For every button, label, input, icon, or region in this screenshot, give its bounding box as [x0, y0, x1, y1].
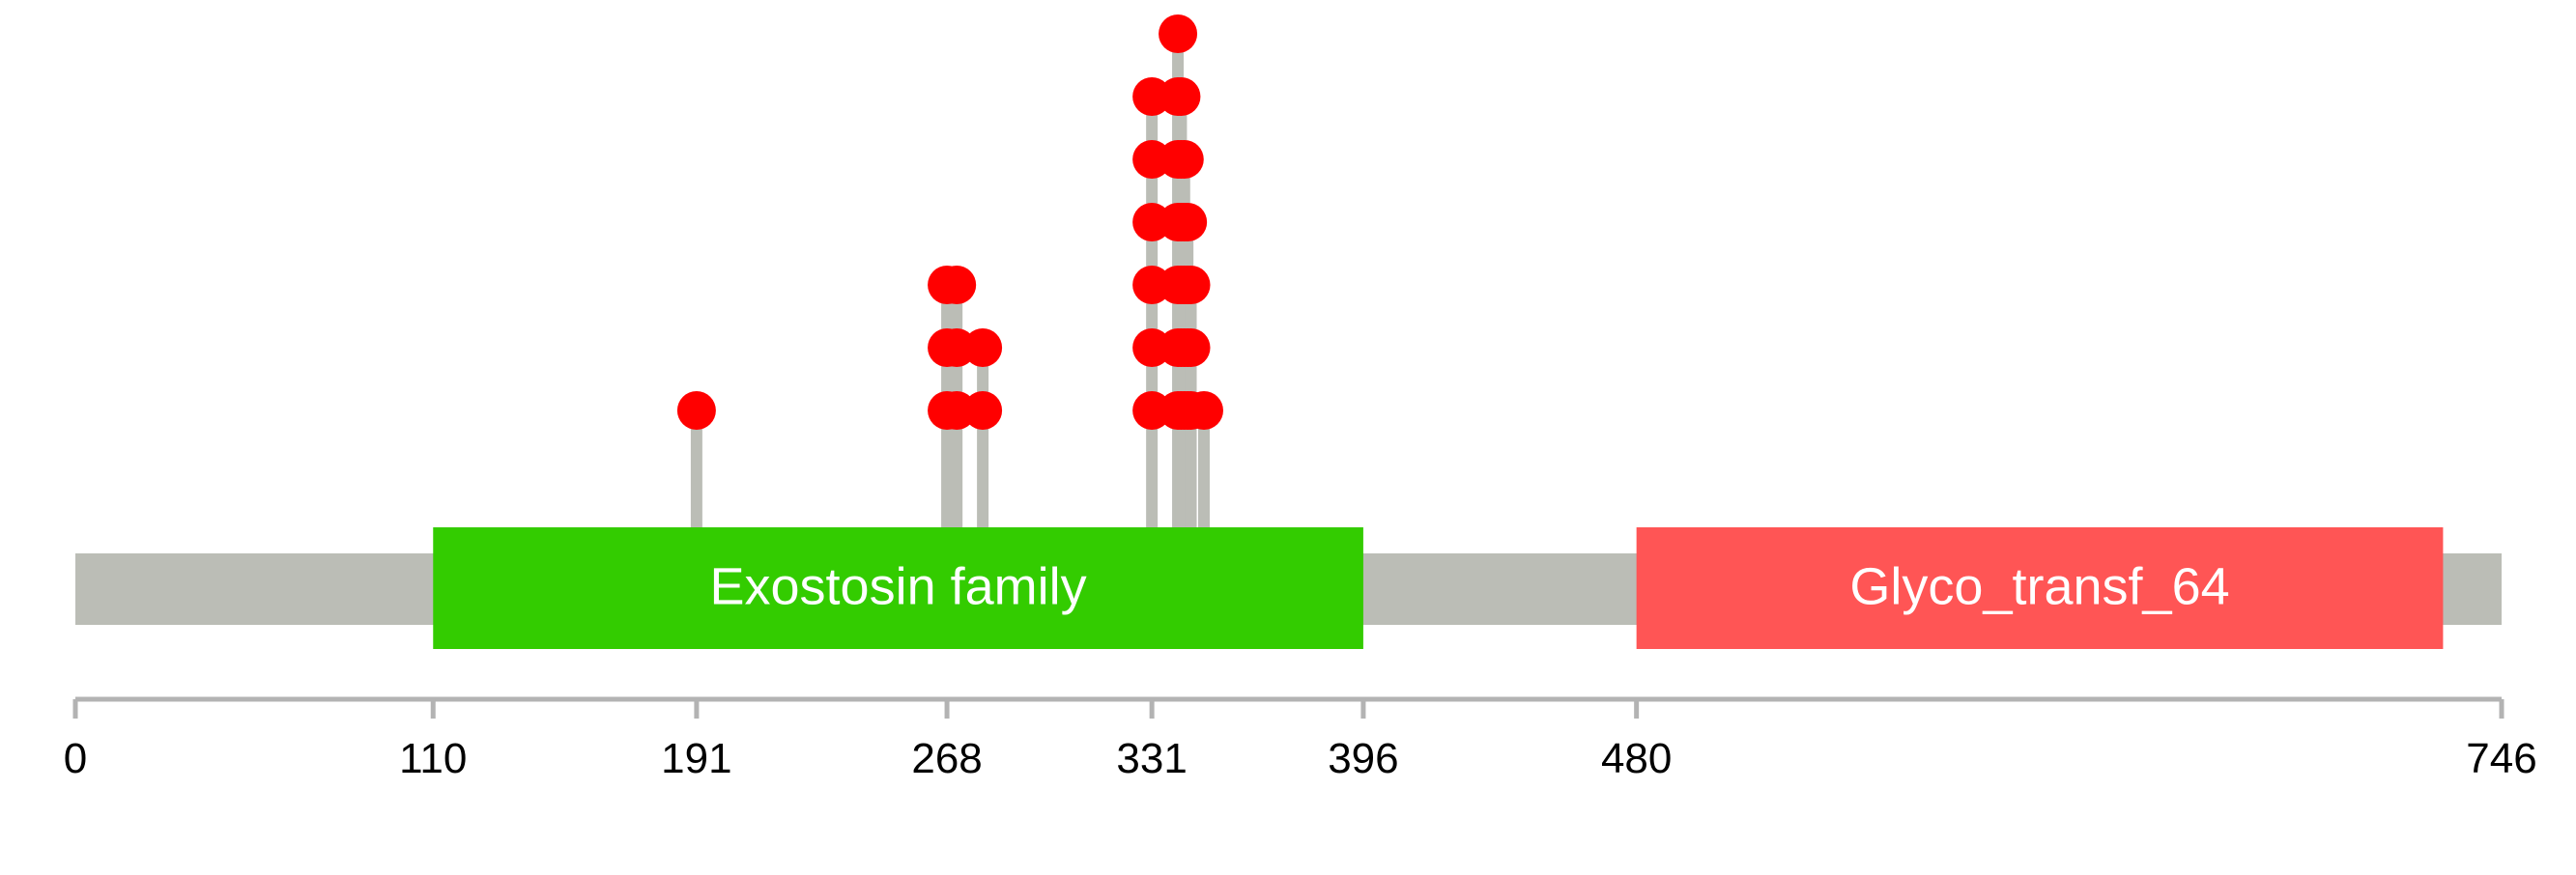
mutation-dot	[1164, 140, 1204, 179]
tick-label: 331	[1116, 735, 1187, 782]
domain-label: Glyco_transf_64	[1849, 557, 2229, 615]
tick-label: 396	[1328, 735, 1398, 782]
mutation-dot	[1159, 14, 1198, 53]
domain-label: Exostosin family	[710, 557, 1087, 615]
tick-label: 746	[2466, 735, 2536, 782]
tick-label: 268	[911, 735, 982, 782]
position-axis: 0 110 191 268 331 396 480 746	[64, 696, 2537, 782]
protein-domains: Exostosin family Glyco_transf_64	[433, 527, 2444, 649]
mutation-dot	[963, 328, 1003, 367]
mutation-dot	[676, 391, 716, 430]
mutation-markers	[676, 14, 1223, 430]
tick-label: 191	[661, 735, 731, 782]
mutation-dot	[1171, 328, 1211, 367]
mutation-dot	[1168, 203, 1208, 241]
tick-label: 110	[399, 735, 467, 782]
mutation-dot	[937, 266, 977, 304]
mutation-dot	[1161, 77, 1201, 116]
domain-box	[433, 527, 1363, 649]
mutation-dot	[1184, 391, 1223, 430]
mutation-dot	[1171, 266, 1211, 304]
tick-label: 0	[64, 735, 87, 782]
mutation-dot	[963, 391, 1003, 430]
tick-label: 480	[1601, 735, 1672, 782]
domain-box	[1636, 527, 2444, 649]
